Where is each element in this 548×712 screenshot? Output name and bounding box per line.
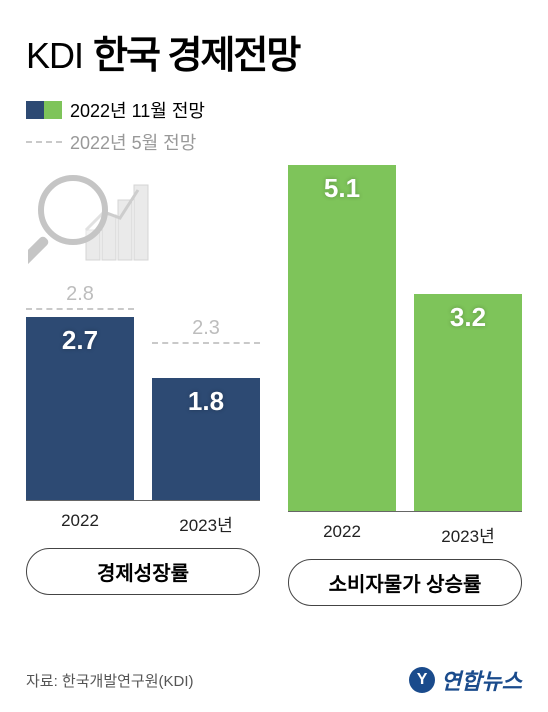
bar: 2.82.7 [26, 317, 134, 500]
brand: Y 연합뉴스 [409, 664, 522, 696]
group-label-pill: 경제성장률 [26, 548, 260, 595]
x-axis-label: 2023년 [414, 522, 522, 547]
x-axis-label: 2022 [26, 511, 134, 536]
legend-nov: 2022년 11월 전망 [26, 97, 522, 123]
x-axis-label: 2022 [288, 522, 396, 547]
x-axis-label: 2023년 [152, 511, 260, 536]
bar-value-may: 2.8 [66, 283, 94, 306]
brand-icon: Y [409, 667, 435, 693]
bar-value-nov: 3.2 [450, 302, 486, 333]
chart-area: 2.82.72.31.820222023년경제성장률4.25.12.23.220… [26, 165, 522, 595]
legend-nov-label: 2022년 11월 전망 [70, 97, 205, 123]
legend-may-swatch [26, 141, 62, 143]
title-prefix: KDI [26, 35, 83, 77]
footer: 자료: 한국개발연구원(KDI) Y 연합뉴스 [26, 664, 522, 696]
source-label: 자료: 한국개발연구원(KDI) [26, 670, 194, 691]
may-reference-line [152, 342, 260, 344]
bar: 4.25.1 [288, 165, 396, 511]
bar-value-may: 2.3 [192, 317, 220, 340]
chart-title: KDI 한국 경제전망 [26, 24, 522, 79]
group-label-pill: 소비자물가 상승률 [288, 559, 522, 606]
chart-group: 4.25.12.23.220222023년소비자물가 상승률 [288, 165, 522, 595]
brand-text: 연합뉴스 [441, 664, 522, 696]
bar-value-nov: 5.1 [324, 173, 360, 204]
bar: 2.31.8 [152, 378, 260, 500]
legend: 2022년 11월 전망 2022년 5월 전망 [26, 97, 522, 155]
legend-may-label: 2022년 5월 전망 [70, 129, 196, 155]
bar-value-nov: 2.7 [62, 325, 98, 356]
bar: 2.23.2 [414, 294, 522, 511]
may-reference-line [26, 308, 134, 310]
legend-may: 2022년 5월 전망 [26, 129, 522, 155]
chart-group: 2.82.72.31.820222023년경제성장률 [26, 165, 260, 595]
title-main: 한국 경제전망 [93, 24, 299, 79]
bar-value-nov: 1.8 [188, 386, 224, 417]
legend-nov-swatch [26, 101, 62, 119]
